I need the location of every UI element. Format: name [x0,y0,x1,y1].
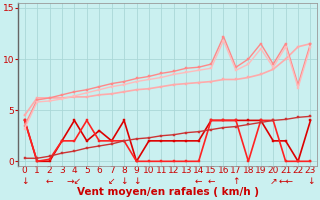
X-axis label: Vent moyen/en rafales ( km/h ): Vent moyen/en rafales ( km/h ) [76,187,259,197]
